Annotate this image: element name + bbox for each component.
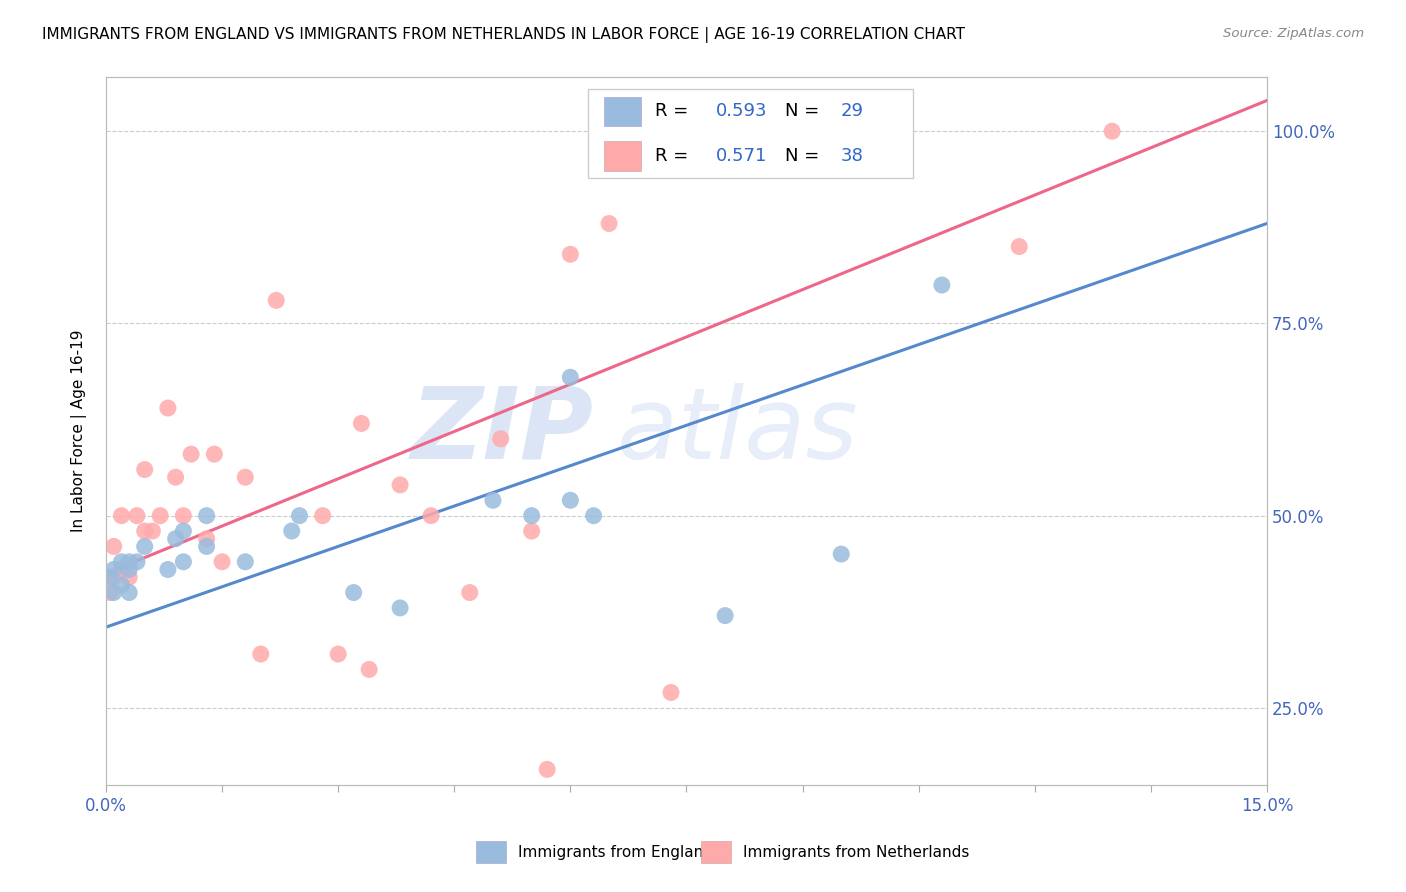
Point — [280, 524, 302, 538]
Point — [134, 540, 156, 554]
Point — [807, 162, 830, 177]
Point — [103, 585, 125, 599]
Point — [458, 585, 481, 599]
Point — [118, 555, 141, 569]
Point — [343, 585, 366, 599]
Text: R =: R = — [655, 147, 689, 165]
Point — [172, 524, 194, 538]
Point — [560, 493, 582, 508]
Point — [1101, 124, 1123, 138]
Y-axis label: In Labor Force | Age 16-19: In Labor Force | Age 16-19 — [72, 330, 87, 533]
Point — [98, 570, 121, 584]
Point — [172, 555, 194, 569]
Point — [156, 401, 179, 415]
Text: Immigrants from Netherlands: Immigrants from Netherlands — [742, 845, 969, 860]
Point — [134, 462, 156, 476]
Point — [931, 278, 953, 293]
Point — [195, 532, 218, 546]
Text: N =: N = — [785, 147, 820, 165]
Point — [110, 578, 132, 592]
Text: Source: ZipAtlas.com: Source: ZipAtlas.com — [1223, 27, 1364, 40]
Point — [118, 562, 141, 576]
Point — [350, 417, 373, 431]
Point — [233, 470, 256, 484]
Point — [249, 647, 271, 661]
Point — [165, 470, 187, 484]
Point — [118, 570, 141, 584]
Point — [520, 508, 543, 523]
Bar — [605, 141, 641, 170]
Text: 38: 38 — [841, 147, 863, 165]
Point — [110, 562, 132, 576]
Point — [125, 555, 148, 569]
Text: Immigrants from England: Immigrants from England — [517, 845, 713, 860]
Point — [714, 124, 737, 138]
Point — [202, 447, 225, 461]
FancyBboxPatch shape — [588, 89, 912, 178]
Point — [830, 547, 852, 561]
Bar — [605, 96, 641, 127]
Point — [180, 447, 202, 461]
Point — [389, 601, 412, 615]
Point — [141, 524, 163, 538]
Point — [482, 493, 505, 508]
Point — [714, 608, 737, 623]
Point — [211, 555, 233, 569]
Point — [389, 478, 412, 492]
Point — [125, 508, 148, 523]
Point — [659, 685, 682, 699]
Point — [134, 524, 156, 538]
Point — [172, 508, 194, 523]
Point — [195, 508, 218, 523]
Point — [359, 662, 381, 676]
Point — [520, 524, 543, 538]
Point — [489, 432, 512, 446]
Text: 29: 29 — [841, 103, 863, 120]
Text: R =: R = — [655, 103, 689, 120]
Point — [560, 247, 582, 261]
Point — [110, 508, 132, 523]
Point — [165, 532, 187, 546]
Text: ZIP: ZIP — [411, 383, 593, 480]
Point — [103, 540, 125, 554]
Point — [103, 570, 125, 584]
Point — [98, 585, 121, 599]
Point — [233, 555, 256, 569]
Point — [118, 585, 141, 599]
Text: 0.571: 0.571 — [716, 147, 766, 165]
Text: N =: N = — [785, 103, 820, 120]
Point — [149, 508, 172, 523]
Point — [328, 647, 350, 661]
Point — [312, 508, 335, 523]
Text: IMMIGRANTS FROM ENGLAND VS IMMIGRANTS FROM NETHERLANDS IN LABOR FORCE | AGE 16-1: IMMIGRANTS FROM ENGLAND VS IMMIGRANTS FR… — [42, 27, 965, 43]
Point — [420, 508, 443, 523]
Point — [103, 562, 125, 576]
Point — [288, 508, 311, 523]
Point — [110, 555, 132, 569]
Point — [560, 370, 582, 384]
Text: atlas: atlas — [617, 383, 859, 480]
Point — [598, 217, 620, 231]
Text: 0.593: 0.593 — [716, 103, 766, 120]
Point — [156, 562, 179, 576]
Point — [195, 540, 218, 554]
Point — [1008, 239, 1031, 253]
Point — [536, 763, 558, 777]
Point — [582, 508, 605, 523]
Point — [264, 293, 287, 308]
